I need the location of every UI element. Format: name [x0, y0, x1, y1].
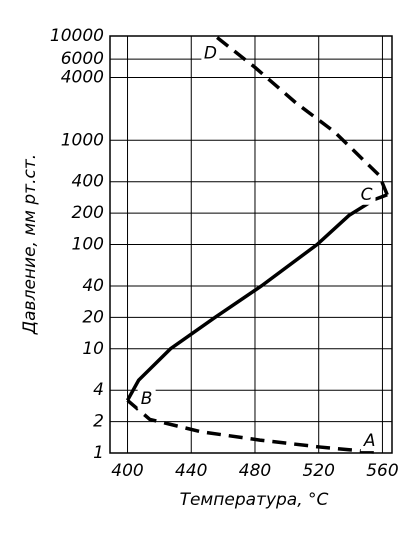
point-label: A: [363, 431, 376, 451]
y-axis-label: Давление, мм рт.ст.: [20, 154, 40, 335]
annotation-bg: [137, 388, 156, 409]
y-tick-label: 4: [93, 380, 104, 400]
x-tick-label: 560: [366, 461, 398, 481]
annotation-bg: [357, 184, 376, 205]
y-tick-label: 1: [93, 443, 104, 463]
y-tick-label: 1000: [61, 130, 104, 150]
y-tick-label: 200: [72, 203, 104, 223]
y-tick-label: 400: [72, 172, 104, 192]
curve: [125, 193, 388, 402]
x-tick-label: 400: [111, 461, 143, 481]
x-tick-label: 520: [302, 461, 334, 481]
x-tick-label: 480: [239, 461, 271, 481]
y-tick-label: 10: [82, 339, 104, 359]
point-label: B: [141, 389, 153, 409]
annotation-bg: [360, 431, 379, 452]
y-tick-label: 4000: [61, 67, 104, 87]
y-tick-label: 6000: [61, 49, 104, 69]
annotation-bg: [201, 43, 220, 64]
curve: [214, 34, 389, 196]
y-tick-label: 100: [72, 235, 104, 255]
y-tick-label: 10000: [50, 26, 104, 46]
curve: [126, 399, 375, 454]
y-tick-label: 2: [93, 412, 104, 432]
y-tick-label: 20: [82, 307, 104, 327]
point-label: D: [204, 43, 217, 63]
x-tick-label: 440: [175, 461, 207, 481]
x-axis-label: Температура, °С: [180, 490, 329, 510]
y-tick-label: 40: [82, 276, 104, 296]
point-label: C: [361, 185, 373, 205]
